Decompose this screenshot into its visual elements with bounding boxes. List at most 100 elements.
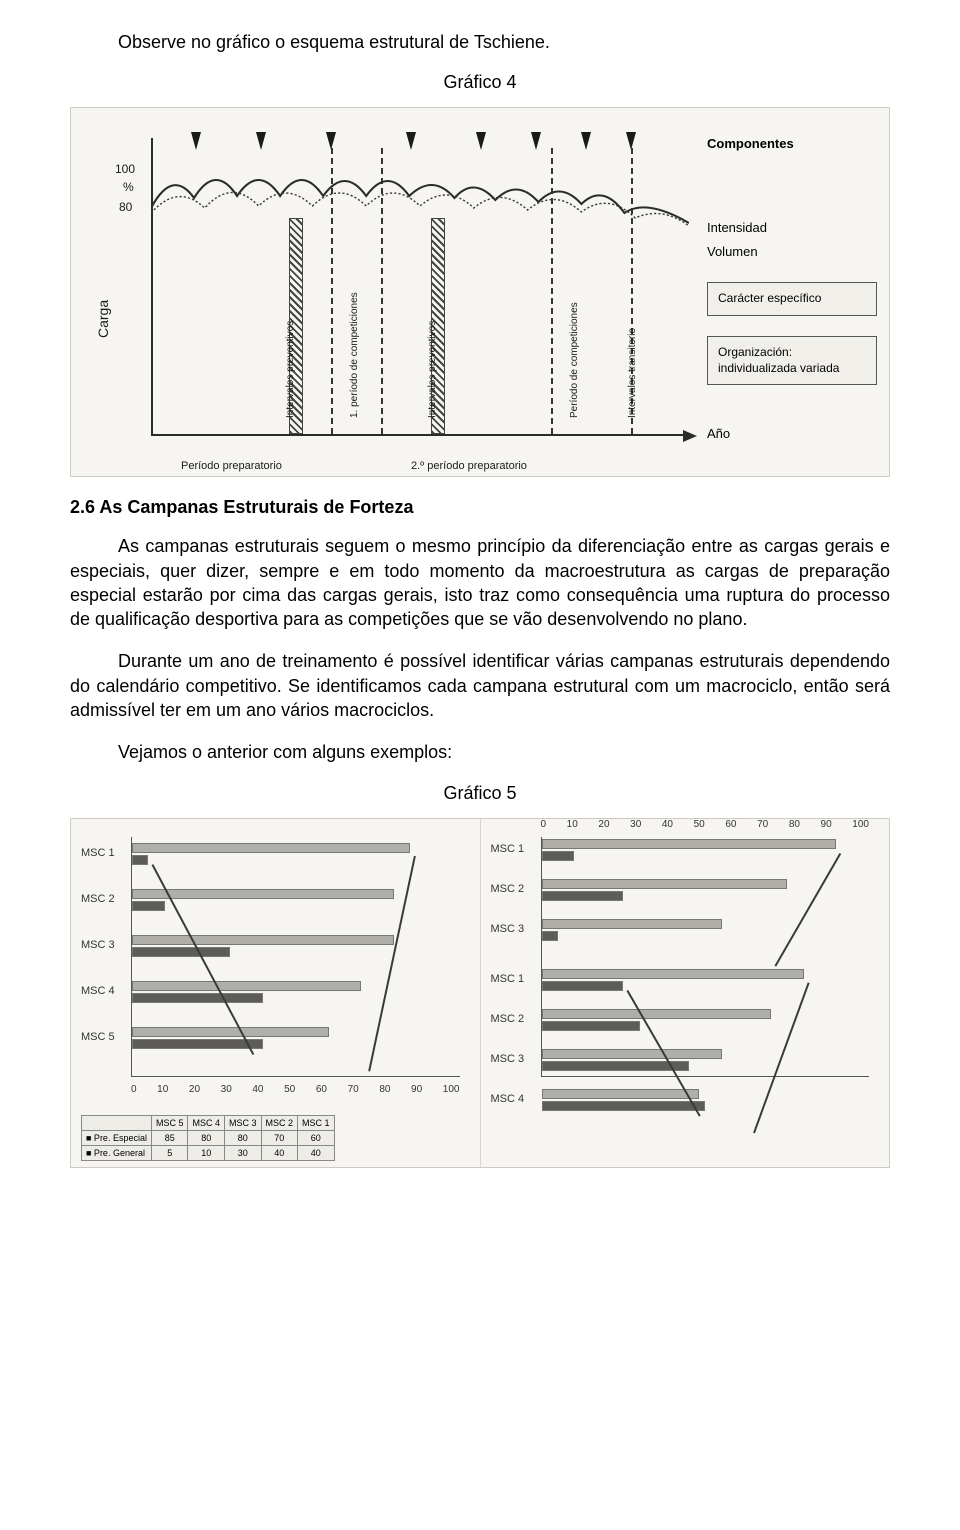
- fig5l-bar-dark: [132, 993, 263, 1003]
- cell: ■ Pre. Especial: [82, 1130, 152, 1145]
- fig4-bottom-label-1: Período preparatorio: [181, 460, 282, 472]
- fig5l-row-label: MSC 3: [81, 939, 115, 951]
- fig5r-row-label: MSC 1: [491, 843, 525, 855]
- fig4-side-caracter: Carácter específico: [707, 282, 877, 316]
- fig5l-row-label: MSC 1: [81, 847, 115, 859]
- fig5-left-panel: MSC 1 MSC 2 MSC 3 MSC 4 MSC 5 0 10 20 30…: [71, 819, 481, 1167]
- fig4-rot-label: Intervalos transitorio: [627, 328, 638, 418]
- fig5r-bar-grey: [542, 1049, 722, 1059]
- fig5r-bar-grey: [542, 969, 804, 979]
- tick: 80: [789, 819, 800, 830]
- tick: 10: [157, 1084, 168, 1095]
- fig4-side-volumen: Volumen: [707, 244, 877, 259]
- cell: MSC 5: [151, 1115, 188, 1130]
- fig4-axis-x: [151, 434, 689, 436]
- fig5r-trend-grey-1: [766, 848, 841, 967]
- fig4-ytick-100: 100: [115, 162, 135, 176]
- tick: 0: [541, 819, 547, 830]
- fig4-arrow: [406, 132, 416, 150]
- fig5r-row-label: MSC 1: [491, 973, 525, 985]
- fig4-axis-x-arrow: [683, 430, 697, 442]
- fig5-caption: Gráfico 5: [70, 783, 890, 804]
- figure-4: 100 % 80 Carga Intervalos preventivos 1.…: [70, 107, 890, 477]
- cell: 40: [261, 1145, 298, 1160]
- fig5l-bar-grey: [132, 935, 394, 945]
- fig5r-row-label: MSC 2: [491, 883, 525, 895]
- fig5r-bar-dark: [542, 1021, 640, 1031]
- fig5r-bar-dark: [542, 981, 624, 991]
- fig4-rot-label: Intervalos preventivos: [285, 321, 296, 418]
- tick: 100: [443, 1084, 460, 1095]
- tick: 10: [567, 819, 578, 830]
- fig4-wave-curves: [151, 158, 689, 228]
- fig5r-axis-y: [541, 837, 542, 1077]
- tick: 30: [221, 1084, 232, 1095]
- fig4-caption: Gráfico 4: [70, 72, 890, 93]
- fig5r-bar-grey: [542, 879, 788, 889]
- cell: 5: [151, 1145, 188, 1160]
- fig5l-bar-grey: [132, 981, 361, 991]
- para-2: Durante um ano de treinamento é possível…: [70, 649, 890, 722]
- tick: 100: [852, 819, 869, 830]
- fig5r-row-label: MSC 3: [491, 1053, 525, 1065]
- tick: 90: [411, 1084, 422, 1095]
- tick: 20: [189, 1084, 200, 1095]
- fig5r-xticks: 0 10 20 30 40 50 60 70 80 90 100: [541, 819, 870, 830]
- tick: 60: [725, 819, 736, 830]
- fig5r-bar-grey: [542, 919, 722, 929]
- fig5r-row-label: MSC 4: [491, 1093, 525, 1105]
- fig4-ytick-80: 80: [119, 200, 132, 214]
- cell: 80: [188, 1130, 225, 1145]
- tick: 70: [757, 819, 768, 830]
- fig4-ytick-pct: %: [123, 180, 134, 194]
- cell: MSC 4: [188, 1115, 225, 1130]
- intro-line: Observe no gráfico o esquema estrutural …: [70, 30, 890, 54]
- fig4-arrow: [581, 132, 591, 150]
- fig4-arrow: [256, 132, 266, 150]
- tick: 40: [662, 819, 673, 830]
- para-1: As campanas estruturais seguem o mesmo p…: [70, 534, 890, 631]
- fig5r-row-label: MSC 3: [491, 923, 525, 935]
- fig4-side-intensidad: Intensidad: [707, 220, 877, 235]
- fig5l-row-label: MSC 5: [81, 1031, 115, 1043]
- fig4-side-componentes: Componentes: [707, 136, 877, 151]
- fig5l-row-label: MSC 4: [81, 985, 115, 997]
- fig4-rot-label: Período de competiciones: [569, 303, 580, 419]
- fig5r-bar-dark: [542, 931, 558, 941]
- fig5l-bar-grey: [132, 843, 410, 853]
- cell: ■ Pre. General: [82, 1145, 152, 1160]
- fig4-yaxis-label: Carga: [95, 300, 111, 338]
- fig5-right-panel: MSC 1 MSC 2 MSC 3 MSC 1 MSC 2 MSC 3 MSC …: [481, 819, 890, 1167]
- fig5l-bar-dark: [132, 855, 148, 865]
- section-heading: 2.6 As Campanas Estruturais de Forteza: [70, 497, 890, 518]
- fig5l-legend-table: MSC 5 MSC 4 MSC 3 MSC 2 MSC 1 ■ Pre. Esp…: [81, 1115, 335, 1161]
- fig4-dash: [331, 148, 333, 434]
- tick: 50: [284, 1084, 295, 1095]
- fig4-side-ano: Año: [707, 426, 877, 441]
- fig5r-bar-grey: [542, 1009, 771, 1019]
- tick: 60: [316, 1084, 327, 1095]
- cell: 10: [188, 1145, 225, 1160]
- fig5l-bar-dark: [132, 947, 230, 957]
- fig4-arrow: [191, 132, 201, 150]
- fig5r-row-label: MSC 2: [491, 1013, 525, 1025]
- tick: 70: [348, 1084, 359, 1095]
- fig5r-bar-dark: [542, 891, 624, 901]
- fig4-dash: [381, 148, 383, 434]
- fig5r-bar-grey: [542, 839, 837, 849]
- tick: 0: [131, 1084, 137, 1095]
- fig5r-bar-dark: [542, 851, 575, 861]
- tick: 90: [821, 819, 832, 830]
- fig5l-trend-grey: [359, 853, 416, 1071]
- fig4-rot-label: Intervalos preventivos: [427, 321, 438, 418]
- tick: 20: [598, 819, 609, 830]
- tick: 80: [379, 1084, 390, 1095]
- fig5l-axis-x: [131, 1076, 460, 1077]
- cell: 60: [298, 1130, 335, 1145]
- cell: MSC 2: [261, 1115, 298, 1130]
- cell: 85: [151, 1130, 188, 1145]
- cell: [82, 1115, 152, 1130]
- cell: 80: [225, 1130, 262, 1145]
- fig5r-axis-x: [541, 1076, 870, 1077]
- cell: 40: [298, 1145, 335, 1160]
